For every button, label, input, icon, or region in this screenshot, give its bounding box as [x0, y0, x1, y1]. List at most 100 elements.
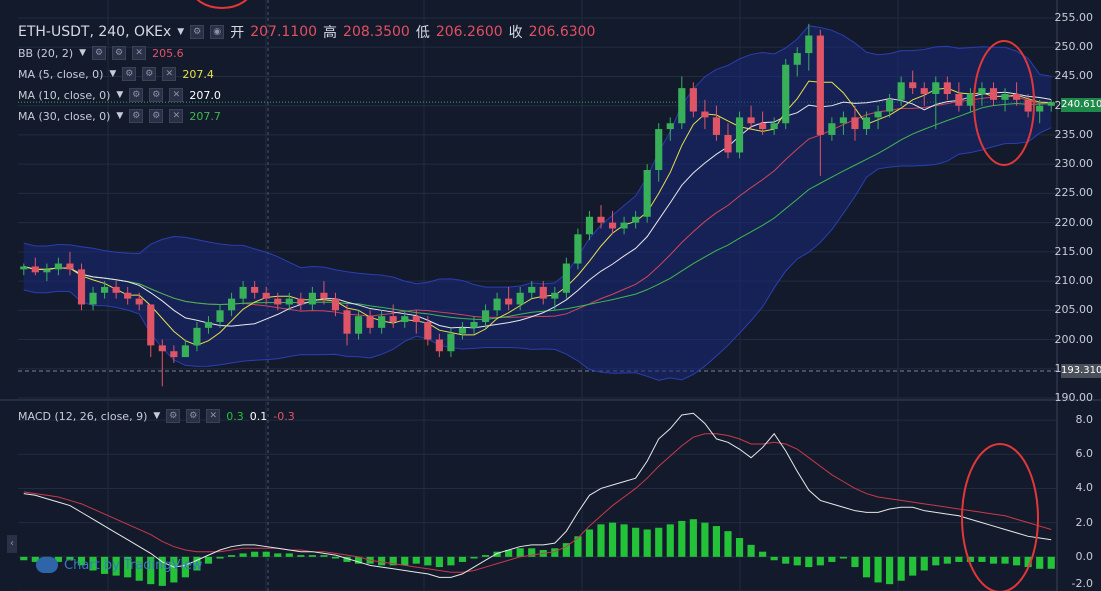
- macd-histogram-bar: [632, 528, 639, 557]
- candle-body: [424, 322, 431, 340]
- macd-histogram-bar: [851, 557, 858, 567]
- gear-icon[interactable]: ⚙: [142, 67, 156, 81]
- chevron-down-icon[interactable]: ▼: [116, 111, 123, 121]
- macd-label[interactable]: MACD (12, 26, close, 9): [18, 410, 147, 423]
- macd-histogram-bar: [286, 553, 293, 556]
- tradingview-branding[interactable]: Chart by TradingView: [36, 557, 202, 573]
- bb-legend: BB (20, 2) ▼ ⚙ ⚙ ✕ 205.6: [18, 46, 184, 60]
- price-tick-label: 190.00: [1055, 391, 1094, 404]
- low-marker-badge: 193.310: [1061, 364, 1101, 378]
- candle-body: [921, 88, 928, 94]
- candle-body: [274, 299, 281, 305]
- macd-tick-label: -2.0: [1072, 577, 1093, 590]
- macd-histogram-bar: [909, 557, 916, 576]
- macd-tick-label: 6.0: [1076, 447, 1094, 460]
- candle-body: [586, 217, 593, 235]
- price-tick-label: 230.00: [1055, 157, 1094, 170]
- macd-histogram-bar: [263, 552, 270, 557]
- macd-histogram-bar: [621, 524, 628, 556]
- candle-body: [332, 299, 339, 311]
- symbol-title[interactable]: ETH-USDT, 240, OKEx: [18, 24, 171, 40]
- macd-histogram-bar: [240, 553, 247, 556]
- close-icon[interactable]: ✕: [206, 409, 220, 423]
- close-icon[interactable]: ✕: [162, 67, 176, 81]
- macd-histogram-bar: [817, 557, 824, 566]
- macd-histogram-bar: [713, 526, 720, 557]
- close-label: 收: [509, 22, 523, 42]
- macd-histogram-bar: [701, 523, 708, 557]
- settings-icon[interactable]: ⚙: [122, 67, 136, 81]
- macd-histogram-bar: [747, 545, 754, 557]
- candle-body: [309, 293, 316, 305]
- chevron-down-icon[interactable]: ▼: [79, 48, 86, 58]
- macd-histogram-bar: [782, 557, 789, 564]
- candle-body: [863, 117, 870, 129]
- candle-body: [701, 112, 708, 118]
- price-tick-label: 255.00: [1055, 11, 1094, 24]
- macd-histogram-bar: [482, 555, 489, 557]
- candle-body: [632, 217, 639, 223]
- chevron-down-icon[interactable]: ▼: [177, 27, 184, 37]
- candle-body: [170, 351, 177, 357]
- chevron-down-icon[interactable]: ▼: [109, 69, 116, 79]
- candle-body: [459, 328, 466, 334]
- chevron-down-icon[interactable]: ▼: [116, 90, 123, 100]
- scroll-left-icon[interactable]: ‹: [7, 535, 17, 553]
- gear-icon[interactable]: ⚙: [149, 88, 163, 102]
- settings-icon[interactable]: ⚙: [190, 25, 204, 39]
- candle-body: [563, 264, 570, 293]
- candle-body: [794, 53, 801, 65]
- macd-histogram-bar: [1036, 557, 1043, 569]
- close-icon[interactable]: ✕: [132, 46, 146, 60]
- candle-body: [89, 293, 96, 305]
- macd-tick-label: 0.0: [1076, 550, 1094, 563]
- candle-body: [967, 94, 974, 106]
- candle-body: [78, 269, 85, 304]
- macd-histogram-bar: [609, 523, 616, 557]
- hide-icon[interactable]: ◉: [210, 25, 224, 39]
- macd-histogram-bar: [771, 557, 778, 560]
- ma5-value: 207.4: [182, 68, 214, 81]
- bb-label[interactable]: BB (20, 2): [18, 47, 73, 60]
- price-tick-label: 235.00: [1055, 128, 1094, 141]
- candle-body: [124, 293, 131, 299]
- settings-icon[interactable]: ⚙: [129, 109, 143, 123]
- candle-body: [401, 316, 408, 322]
- chevron-down-icon[interactable]: ▼: [153, 411, 160, 421]
- macd-histogram-bar: [332, 557, 339, 559]
- macd-histogram-bar: [447, 557, 454, 566]
- candle-body: [909, 82, 916, 88]
- macd-histogram-bar: [517, 548, 524, 557]
- gear-icon[interactable]: ⚙: [149, 109, 163, 123]
- settings-icon[interactable]: ⚙: [129, 88, 143, 102]
- macd-histogram-bar: [840, 557, 847, 559]
- macd-histogram-bar: [794, 557, 801, 566]
- macd-histogram-bar: [678, 521, 685, 557]
- tradingview-logo-icon: [36, 557, 58, 573]
- macd-histogram-bar: [320, 555, 327, 557]
- macd-histogram-bar: [644, 529, 651, 556]
- last-price-badge: 240.610: [1061, 98, 1101, 112]
- candle-body: [182, 345, 189, 357]
- ma5-label[interactable]: MA (5, close, 0): [18, 68, 103, 81]
- settings-icon[interactable]: ⚙: [166, 409, 180, 423]
- macd-histogram-bar: [805, 557, 812, 567]
- macd-histogram-bar: [309, 555, 316, 557]
- candle-body: [886, 100, 893, 112]
- gear-icon[interactable]: ⚙: [112, 46, 126, 60]
- candle-body: [286, 299, 293, 305]
- macd-histogram-bar: [401, 557, 408, 566]
- gear-icon[interactable]: ⚙: [186, 409, 200, 423]
- candle-body: [621, 223, 628, 229]
- candle-body: [840, 117, 847, 123]
- close-icon[interactable]: ✕: [169, 109, 183, 123]
- candle-body: [343, 310, 350, 333]
- macd-histogram-bar: [228, 555, 235, 557]
- high-value: 208.3500: [343, 24, 410, 40]
- macd-histogram-bar: [990, 557, 997, 564]
- close-icon[interactable]: ✕: [169, 88, 183, 102]
- settings-icon[interactable]: ⚙: [92, 46, 106, 60]
- ma30-label[interactable]: MA (30, close, 0): [18, 110, 110, 123]
- macd-histogram-bar: [863, 557, 870, 578]
- ma10-label[interactable]: MA (10, close, 0): [18, 89, 110, 102]
